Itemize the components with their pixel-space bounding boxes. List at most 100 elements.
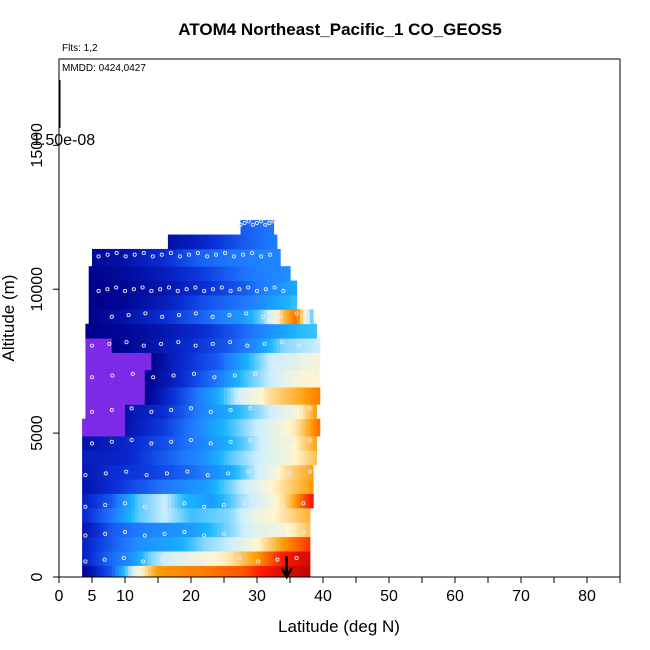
heatmap-cell	[283, 450, 288, 466]
heatmap-cell	[250, 266, 255, 281]
heatmap-cell	[191, 248, 195, 267]
heatmap-cell	[217, 522, 222, 538]
heatmap-cell	[191, 464, 195, 480]
heatmap-cell	[154, 565, 159, 577]
heatmap-cell	[82, 551, 86, 566]
heatmap-cell	[286, 280, 291, 296]
heatmap-cell	[171, 309, 176, 325]
heatmap-cell	[220, 294, 225, 310]
heatmap-cell	[266, 387, 271, 405]
observation-marker	[241, 252, 246, 257]
heatmap-cell	[144, 248, 149, 267]
observation-marker	[307, 469, 312, 474]
observation-marker	[122, 501, 128, 506]
heatmap-cell	[296, 352, 301, 371]
heatmap-cell	[253, 522, 258, 538]
heatmap-cell	[243, 450, 248, 466]
heatmap-cell	[98, 309, 103, 325]
heatmap-cell	[105, 479, 110, 494]
heatmap-cell	[260, 404, 265, 420]
heatmap-cell	[309, 369, 314, 388]
observation-marker	[217, 557, 222, 562]
heatmap-cell	[161, 435, 166, 451]
heatmap-cell	[167, 435, 172, 451]
observation-marker	[275, 557, 280, 562]
heatmap-cell	[164, 280, 169, 296]
heatmap-cell	[230, 418, 235, 437]
heatmap-cell	[121, 323, 126, 339]
heatmap-cell	[95, 493, 100, 509]
heatmap-cell	[250, 234, 255, 250]
heatmap-cell	[227, 234, 232, 250]
heatmap-cell	[280, 522, 284, 538]
heatmap-cell	[174, 323, 179, 339]
observation-marker	[122, 288, 128, 293]
heatmap-cell	[128, 551, 133, 566]
heatmap-cell	[303, 551, 308, 566]
heatmap-cell	[161, 507, 166, 523]
heatmap-cell	[105, 369, 110, 388]
heatmap-cell	[134, 352, 139, 371]
heatmap-cell	[92, 266, 96, 281]
heatmap-cell	[227, 323, 232, 339]
heatmap-cell	[230, 387, 235, 405]
heatmap-cell	[148, 369, 152, 388]
heatmap-cell	[210, 323, 215, 339]
heatmap-cell	[220, 418, 225, 437]
observation-marker	[103, 531, 108, 536]
heatmap-cell	[177, 418, 182, 437]
observation-marker	[236, 555, 242, 561]
heatmap-cell	[207, 352, 212, 371]
heatmap-cell	[128, 404, 133, 420]
heatmap-cell	[293, 294, 298, 310]
heatmap-cell	[299, 435, 304, 451]
heatmap-cell	[290, 551, 294, 566]
heatmap-cell	[184, 294, 189, 310]
observation-marker	[248, 437, 253, 443]
heatmap-cell	[296, 387, 301, 405]
heatmap-cell	[230, 280, 235, 296]
heatmap-cell	[144, 536, 149, 552]
heatmap-cell	[303, 507, 308, 523]
heatmap-cell	[111, 294, 116, 310]
heatmap-cell	[207, 309, 212, 325]
heatmap-cell	[138, 309, 143, 325]
heatmap-cell	[105, 352, 110, 371]
heatmap-cell	[299, 387, 304, 405]
heatmap-cell	[200, 266, 205, 281]
heatmap-cell	[204, 323, 209, 339]
heatmap-cell	[111, 323, 116, 339]
observation-marker	[261, 533, 266, 538]
heatmap-cell	[144, 435, 149, 451]
observation-marker	[268, 441, 273, 446]
heatmap-cell	[181, 248, 185, 267]
heatmap-cell	[230, 479, 235, 494]
heatmap-cell	[131, 565, 136, 577]
heatmap-cell	[115, 266, 119, 281]
observation-marker	[186, 252, 191, 257]
heatmap-cell	[309, 309, 314, 325]
heatmap-cell	[286, 493, 291, 509]
heatmap-cell	[299, 404, 304, 420]
heatmap-cell	[207, 248, 212, 267]
heatmap-cell	[280, 464, 284, 480]
heatmap-cell	[187, 418, 192, 437]
heatmap-cell	[230, 369, 235, 388]
heatmap-cell	[121, 522, 126, 538]
heatmap-cell	[233, 522, 238, 538]
heatmap-cell	[118, 338, 123, 353]
heatmap-cell	[303, 479, 308, 494]
heatmap-cell	[158, 294, 162, 310]
heatmap-cell	[204, 418, 209, 437]
observation-marker	[297, 343, 302, 348]
heatmap-cell	[210, 309, 215, 325]
heatmap-cell	[85, 450, 90, 466]
heatmap-cell	[158, 551, 162, 566]
heatmap-cell	[98, 450, 103, 466]
heatmap-cell	[263, 536, 268, 552]
heatmap-cell	[138, 248, 143, 267]
heatmap-cell	[184, 234, 189, 250]
heatmap-cell	[280, 323, 284, 339]
heatmap-cell	[293, 352, 298, 371]
heatmap-cell	[224, 352, 228, 371]
